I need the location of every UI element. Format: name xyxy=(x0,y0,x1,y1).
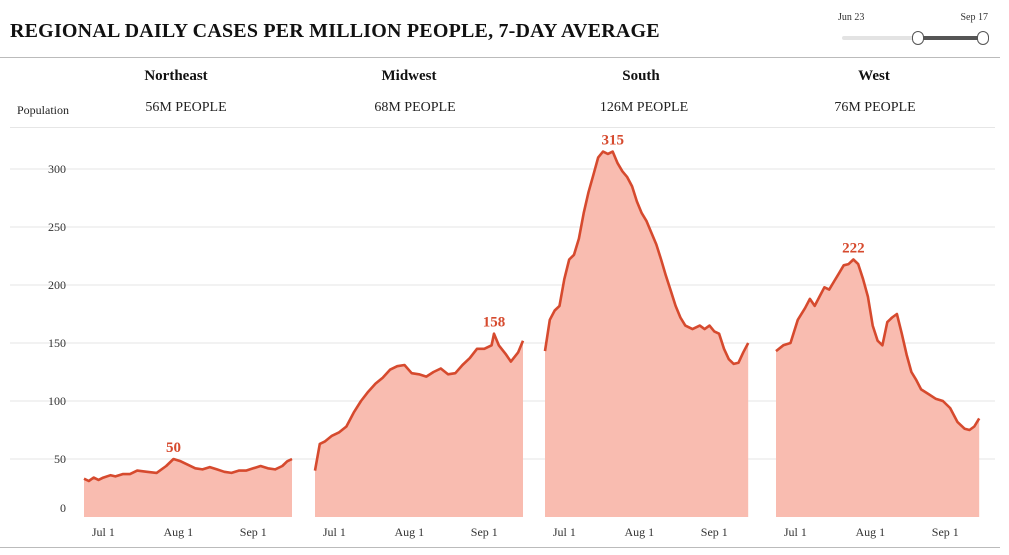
x-tick-label-northeast-aug-1: Aug 1 xyxy=(163,525,193,539)
y-tick-label-100: 100 xyxy=(48,394,66,408)
y-tick-label-0: 0 xyxy=(60,501,66,515)
peak-label-west: 222 xyxy=(842,240,865,256)
line-midwest xyxy=(313,332,525,471)
x-tick-label-south-sep-1: Sep 1 xyxy=(701,525,728,539)
slider-start-label: Jun 23 xyxy=(838,12,865,23)
area-midwest xyxy=(315,333,523,517)
area-northeast xyxy=(84,459,292,517)
line-south xyxy=(543,150,750,366)
area-south xyxy=(545,151,749,517)
region-population-midwest: 68M PEOPLE xyxy=(374,100,456,115)
header-divider xyxy=(0,57,1000,58)
x-tick-label-west-aug-1: Aug 1 xyxy=(855,525,885,539)
x-tick-label-northeast-jul-1: Jul 1 xyxy=(92,525,115,539)
region-population-south: 126M PEOPLE xyxy=(599,100,689,115)
peak-label-south: 315 xyxy=(601,133,624,149)
slider-end-label: Sep 17 xyxy=(960,12,989,23)
x-tick-label-northeast-sep-1: Sep 1 xyxy=(240,525,267,539)
x-tick-label-south-jul-1: Jul 1 xyxy=(553,525,576,539)
slider-selected-range[interactable] xyxy=(918,36,984,40)
slider-right-handle[interactable] xyxy=(977,31,989,45)
date-range-slider[interactable]: Jun 23 Sep 17 xyxy=(838,12,990,48)
line-west xyxy=(775,258,981,432)
x-tick-label-west-jul-1: Jul 1 xyxy=(784,525,807,539)
population-row-divider xyxy=(10,127,995,128)
slider-left-handle[interactable] xyxy=(912,31,924,45)
x-tick-label-midwest-jul-1: Jul 1 xyxy=(323,525,346,539)
region-population-northeast: 56M PEOPLE xyxy=(145,100,227,115)
region-name-midwest: Midwest xyxy=(381,68,437,84)
line-northeast xyxy=(83,457,293,483)
region-population-west: 76M PEOPLE xyxy=(834,100,916,115)
chart-title: REGIONAL DAILY CASES PER MILLION PEOPLE,… xyxy=(10,20,660,42)
footer-divider xyxy=(0,547,1000,548)
y-tick-label-150: 150 xyxy=(48,336,66,350)
x-tick-label-south-aug-1: Aug 1 xyxy=(624,525,654,539)
y-tick-label-50: 50 xyxy=(54,452,66,466)
peak-label-midwest: 158 xyxy=(483,315,506,331)
peak-label-northeast: 50 xyxy=(166,440,181,456)
area-west xyxy=(776,259,980,517)
y-tick-label-250: 250 xyxy=(48,220,66,234)
y-tick-label-300: 300 xyxy=(48,162,66,176)
region-name-west: West xyxy=(858,68,890,84)
population-row-label: Population xyxy=(17,103,70,117)
x-tick-label-midwest-sep-1: Sep 1 xyxy=(471,525,498,539)
x-tick-label-midwest-aug-1: Aug 1 xyxy=(394,525,424,539)
region-name-south: South xyxy=(622,68,660,84)
x-tick-label-west-sep-1: Sep 1 xyxy=(932,525,959,539)
region-name-northeast: Northeast xyxy=(144,68,208,84)
y-tick-label-200: 200 xyxy=(48,278,66,292)
